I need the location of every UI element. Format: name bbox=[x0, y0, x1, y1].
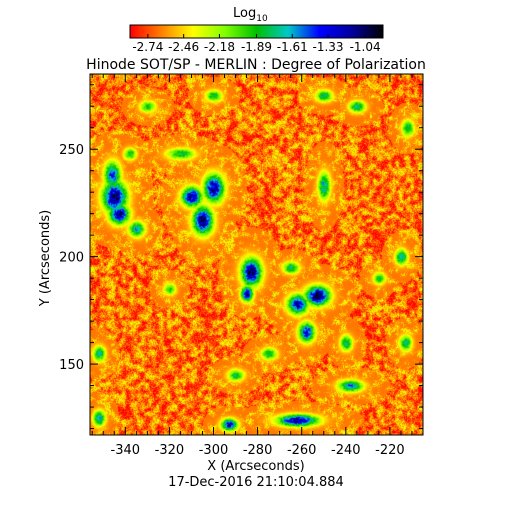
x-tick-label: -240 bbox=[331, 443, 361, 458]
y-tick-label: 250 bbox=[59, 143, 84, 158]
colorbar-tick-label: -1.89 bbox=[241, 40, 272, 54]
x-tick-label: -220 bbox=[375, 443, 405, 458]
y-tick-label: 200 bbox=[59, 251, 84, 266]
colorbar-tick-label: -2.18 bbox=[204, 40, 235, 54]
x-tick-label: -320 bbox=[155, 443, 185, 458]
plot-frame bbox=[89, 73, 424, 436]
colorbar-ticks: -2.74 -2.46 -2.18 -1.89 -1.61 -1.33 -1.04 bbox=[132, 34, 381, 54]
colorbar-tick-label: -2.46 bbox=[168, 40, 199, 54]
chart-title: Hinode SOT/SP - MERLIN : Degree of Polar… bbox=[86, 57, 426, 73]
x-tick-label: -280 bbox=[243, 443, 273, 458]
colorbar-tick-label: -1.04 bbox=[350, 40, 381, 54]
colorbar-title: Log10 bbox=[233, 6, 268, 24]
colorbar-gradient bbox=[130, 25, 383, 38]
axes: -340 -320 -300 -280 -260 -240 -220 150 200 250 bbox=[59, 74, 424, 458]
x-tick-label: -260 bbox=[287, 443, 317, 458]
colorbar-tick-label: -1.33 bbox=[313, 40, 344, 54]
heatmap-container bbox=[90, 74, 423, 435]
x-tick-label: -340 bbox=[111, 443, 141, 458]
colorbar-tick-label: -2.74 bbox=[132, 40, 163, 54]
x-tick-label: -300 bbox=[199, 443, 229, 458]
y-axis-label: Y (Arcseconds) bbox=[38, 210, 53, 307]
x-axis-label: X (Arcseconds) bbox=[207, 459, 304, 474]
timestamp: 17-Dec-2016 21:10:04.884 bbox=[168, 475, 344, 490]
heatmap-canvas bbox=[90, 74, 423, 435]
colorbar-tick-label: -1.61 bbox=[277, 40, 308, 54]
y-tick-label: 150 bbox=[59, 358, 84, 373]
